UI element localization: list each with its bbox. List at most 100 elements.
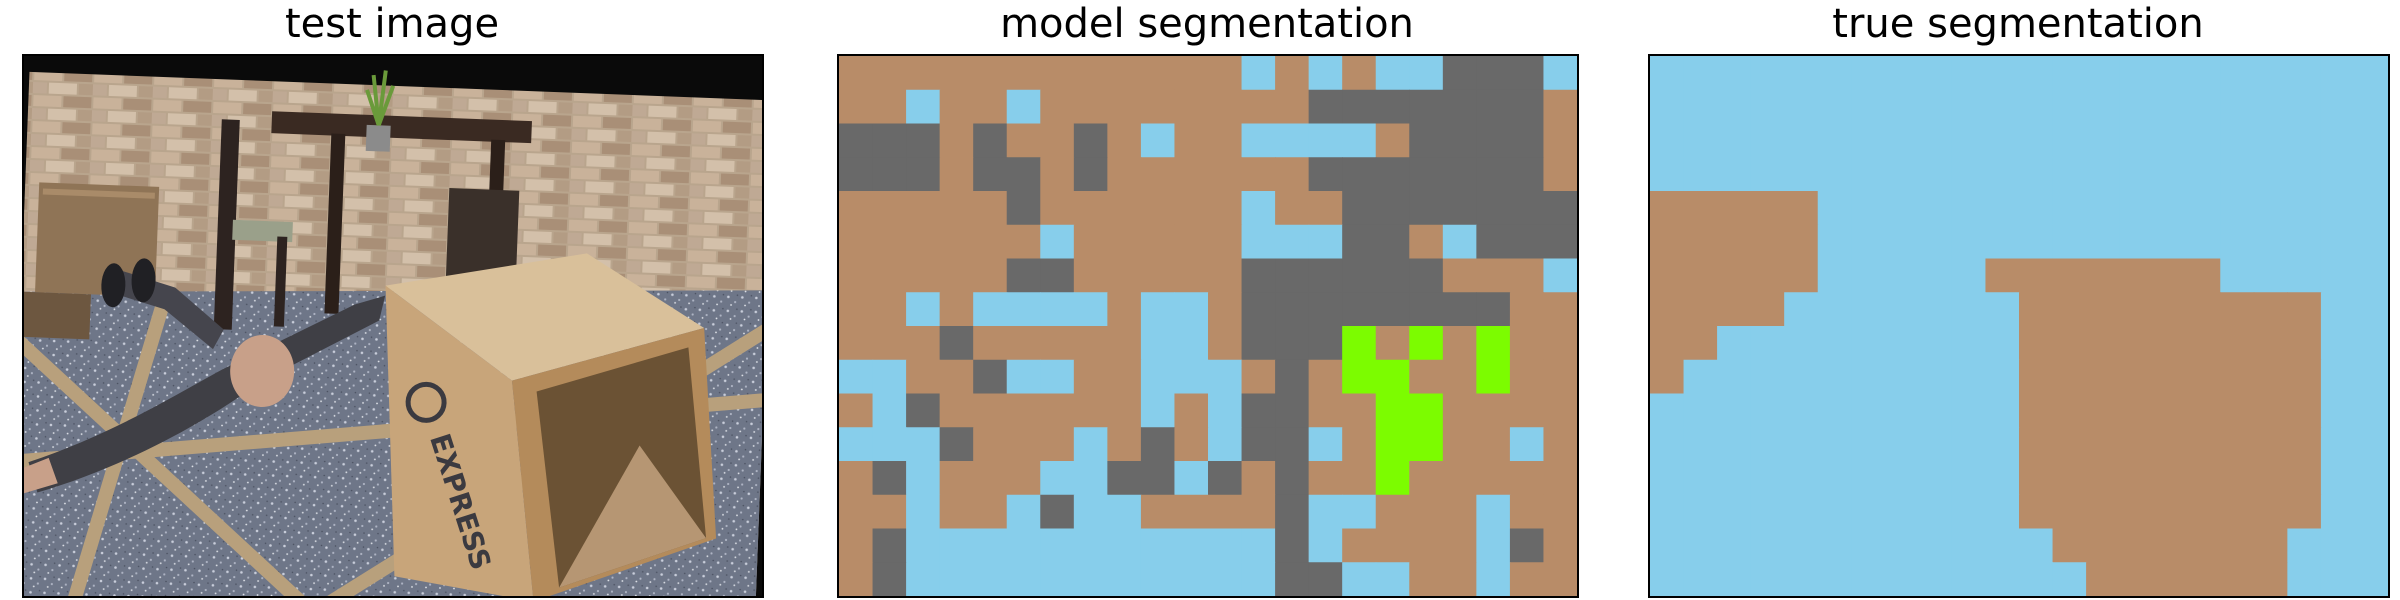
model-segmentation-cell-gray [1442,191,1477,226]
true-segmentation-cell-blue [2019,528,2054,563]
true-segmentation-cell-blue [1650,494,1685,530]
true-segmentation-cell-blue [1951,89,1987,125]
true-segmentation-cell-brown [2220,393,2255,428]
model-segmentation-cell-brown [1208,191,1243,226]
true-segmentation-cell-brown [2287,359,2322,395]
true-segmentation-cell-blue [1784,56,1819,91]
model-segmentation-cell-blue [906,461,941,496]
true-segmentation-cell-blue [1683,393,1718,428]
model-segmentation-cell-blue [1006,359,1041,395]
true-segmentation-cell-blue [1817,393,1852,428]
model-segmentation-cell-gray [872,157,907,192]
model-segmentation-cell-brown [973,224,1008,260]
model-segmentation-cell-blue [1073,562,1108,596]
true-segmentation-cell-blue [2119,123,2154,158]
true-segmentation-cell-blue [1817,528,1852,563]
true-segmentation-cell-blue [1918,191,1953,226]
true-segmentation-cell-blue [1951,562,1987,596]
model-segmentation-cell-brown [973,326,1008,361]
model-segmentation-cell-gray [1375,292,1410,327]
true-segmentation-cell-blue [1918,292,1953,327]
true-segmentation-cell-blue [1884,528,1919,563]
model-segmentation-cell-blue [1174,359,1209,395]
true-segmentation-cell-blue [1951,258,1987,293]
model-segmentation-cell-brown [1174,157,1209,192]
true-segmentation-cell-brown [2019,326,2054,361]
model-segmentation-cell-brown [839,292,874,327]
model-segmentation-cell-gray [1308,89,1343,125]
true-segmentation-cell-brown [2052,461,2087,496]
true-segmentation-cell-blue [1985,359,2020,395]
true-segmentation-cell-brown [2119,494,2154,530]
true-segmentation-cell-brown [2052,528,2087,563]
model-segmentation-cell-blue [1208,427,1243,462]
true-segmentation-cell-blue [1750,123,1785,158]
true-segmentation-cell-brown [2253,528,2288,563]
model-segmentation-cell-brown [1174,56,1209,91]
true-segmentation-cell-blue [1817,224,1852,260]
model-segmentation-cell-brown [1208,157,1243,192]
true-segmentation-cell-blue [1817,258,1852,293]
model-segmentation-cell-brown [872,224,907,260]
model-segmentation-cell-brown [839,56,874,91]
true-segmentation-cell-blue [1951,461,1987,496]
true-segmentation-cell-blue [1884,427,1919,462]
true-segmentation-cell-blue [2052,89,2087,125]
model-segmentation-cell-gray [973,157,1008,192]
model-segmentation-cell-blue [1040,292,1075,327]
true-segmentation-cell-blue [1717,123,1752,158]
model-segmentation-cell-blue [1140,393,1176,428]
true-segmentation-cell-brown [2153,562,2188,596]
true-segmentation-cell-brown [2119,461,2154,496]
model-segmentation-cell-gray [1308,292,1343,327]
model-segmentation-cell-brown [1543,326,1577,361]
true-segmentation-cell-brown [2186,562,2221,596]
model-segmentation-cell-brown [872,56,907,91]
true-segmentation-cell-brown [2287,393,2322,428]
true-segmentation-cell-brown [2220,528,2255,563]
true-segmentation-cell-blue [1784,427,1819,462]
model-segmentation-cell-brown [973,461,1008,496]
true-segmentation-cell-blue [1650,89,1685,125]
true-segmentation-cell-brown [1784,224,1819,260]
model-segmentation-cell-gray [1140,427,1176,462]
model-segmentation-cell-brown [939,191,974,226]
true-segmentation-cell-blue [1851,56,1886,91]
true-segmentation-cell-brown [2153,292,2188,327]
true-segmentation-cell-blue [1750,528,1785,563]
model-segmentation-cell-brown [973,427,1008,462]
model-segmentation-cell-gray [973,359,1008,395]
true-segmentation-cell-blue [1951,56,1987,91]
true-segmentation-cell-blue [1884,359,1919,395]
true-segmentation-cell-blue [1817,292,1852,327]
true-segmentation-cell-blue [2354,56,2388,91]
true-segmentation-cell-blue [1884,191,1919,226]
model-segmentation-cell-blue [906,427,941,462]
true-segmentation-cell-blue [1884,326,1919,361]
model-segmentation-cell-blue [1073,494,1108,530]
true-segmentation-cell-brown [2086,562,2121,596]
true-segmentation-cell-blue [2019,89,2054,125]
model-segmentation-cell-brown [872,191,907,226]
true-segmentation-cell-brown [2186,292,2221,327]
true-segmentation-cell-blue [2119,224,2154,260]
model-segmentation-cell-brown [1275,89,1310,125]
true-segmentation-cell-blue [1884,562,1919,596]
true-segmentation-cell-blue [1817,89,1852,125]
model-segmentation-cell-brown [939,89,974,125]
model-segmentation-cell-brown [1107,326,1142,361]
true-segmentation-cell-brown [1683,258,1718,293]
model-segmentation-cell-gray [1409,89,1444,125]
model-segmentation-cell-brown [906,258,941,293]
model-segmentation-cell-brown [1006,393,1041,428]
true-segmentation-cell-blue [2320,427,2356,462]
model-segmentation-cell-gray [1375,89,1410,125]
true-segmentation-cell-blue [2253,56,2288,91]
model-segmentation-cell-gray [1073,157,1108,192]
true-segmentation-cell-blue [2153,56,2188,91]
true-segmentation-cell-blue [1750,427,1785,462]
model-segmentation-cell-brown [839,326,874,361]
model-segmentation-cell-brown [939,123,974,158]
true-segmentation-cell-blue [1717,528,1752,563]
true-segmentation-cell-blue [1951,224,1987,260]
